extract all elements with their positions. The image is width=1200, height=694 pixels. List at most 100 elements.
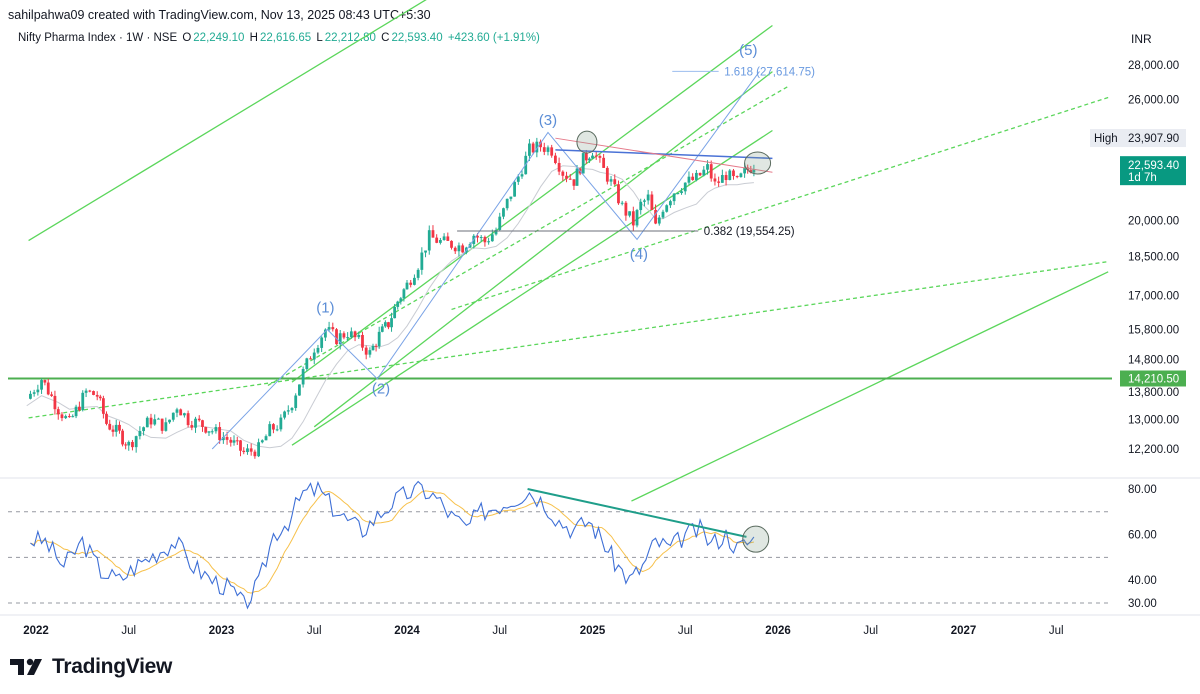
- candle-body: [435, 237, 439, 243]
- candle: [661, 209, 665, 219]
- channel-lower-line: [631, 271, 1109, 502]
- candle-body: [98, 396, 102, 399]
- candle-body: [78, 406, 81, 411]
- candle: [572, 179, 576, 190]
- candle-body: [546, 147, 550, 152]
- candle: [229, 437, 233, 447]
- time-tick-label: 2023: [209, 625, 235, 637]
- dashed-channel-lower: [28, 260, 1109, 419]
- candle-body: [416, 269, 420, 278]
- candle: [665, 204, 669, 213]
- candle-body: [204, 426, 208, 433]
- candle-body: [442, 236, 446, 241]
- candle-body: [502, 208, 505, 217]
- candle-body: [676, 193, 680, 195]
- candle-body: [309, 358, 312, 360]
- rsi-tick-label: 40.00: [1128, 575, 1157, 587]
- candle-body: [657, 217, 661, 224]
- candle: [680, 188, 683, 195]
- candle: [535, 137, 539, 158]
- candle-body: [331, 327, 335, 330]
- symbol-label[interactable]: Nifty Pharma Index · 1W · NSE: [18, 32, 178, 44]
- candle: [461, 243, 465, 253]
- candle-body: [149, 417, 153, 425]
- candle: [502, 207, 505, 220]
- candle: [691, 173, 695, 181]
- candle: [168, 419, 171, 424]
- candle-body: [84, 390, 88, 393]
- candle: [204, 426, 208, 434]
- candle-body: [498, 216, 502, 230]
- inner-channel-mid-line: [291, 129, 773, 446]
- tradingview-logo[interactable]: TradingView: [10, 655, 172, 679]
- candle-body: [153, 419, 157, 425]
- candle-body: [253, 451, 257, 457]
- candle: [442, 233, 446, 241]
- candle-body: [46, 382, 50, 395]
- candle: [487, 237, 491, 245]
- candle-body: [405, 282, 409, 290]
- candle-body: [572, 179, 576, 186]
- candle-body: [683, 182, 687, 192]
- candle: [402, 288, 406, 302]
- candle-body: [380, 326, 384, 332]
- candle-body: [171, 412, 175, 420]
- candle-body: [364, 347, 368, 355]
- candle-body: [427, 230, 431, 251]
- candle-body: [450, 240, 453, 248]
- candle-body: [67, 416, 71, 418]
- candle: [134, 435, 138, 453]
- candle: [628, 211, 631, 218]
- candle: [390, 312, 393, 332]
- candle: [71, 414, 75, 418]
- candle-body: [92, 391, 95, 395]
- candle: [95, 391, 99, 401]
- candle: [609, 176, 613, 186]
- candle-body: [520, 174, 524, 177]
- time-tick-label: Jul: [492, 625, 507, 637]
- candle-body: [631, 211, 635, 226]
- candle-body: [320, 337, 324, 348]
- candle: [101, 395, 105, 419]
- candle: [483, 235, 487, 247]
- rsi-divergence-line: [527, 488, 747, 538]
- candle-body: [457, 245, 461, 252]
- currency-label[interactable]: INR: [1131, 32, 1152, 46]
- candle-body: [483, 237, 487, 243]
- candle-body: [335, 329, 338, 345]
- candle-body: [438, 240, 442, 243]
- candle: [584, 149, 588, 164]
- candle: [190, 420, 194, 431]
- candle-body: [264, 436, 268, 441]
- candle-body: [509, 196, 513, 199]
- candle-body: [157, 418, 160, 420]
- candle-body: [294, 395, 298, 408]
- candle: [29, 390, 32, 400]
- candle-body: [620, 202, 624, 204]
- candle: [672, 193, 676, 205]
- candle-body: [402, 289, 406, 299]
- candle: [138, 426, 142, 440]
- candle-body: [720, 175, 724, 183]
- candle: [728, 169, 732, 181]
- candle-body: [646, 194, 650, 201]
- candle-body: [164, 422, 168, 431]
- candle: [40, 378, 43, 394]
- candle: [294, 393, 298, 411]
- candle-body: [36, 389, 40, 393]
- candle: [374, 343, 378, 352]
- ohlc-legend: Nifty Pharma Index · 1W · NSE O 22,249.10…: [18, 32, 542, 44]
- candle: [698, 172, 702, 177]
- candle: [346, 332, 350, 341]
- candle: [183, 412, 186, 418]
- candle-body: [702, 169, 706, 176]
- candles-layer: [29, 137, 756, 459]
- candle-body: [246, 448, 249, 453]
- candle-body: [257, 442, 260, 457]
- candle-body: [513, 181, 516, 197]
- change-value: +423.60 (+1.91%): [447, 32, 540, 44]
- candle-body: [399, 298, 403, 302]
- price-tick-label: 18,500.00: [1128, 252, 1179, 264]
- candle: [490, 229, 494, 242]
